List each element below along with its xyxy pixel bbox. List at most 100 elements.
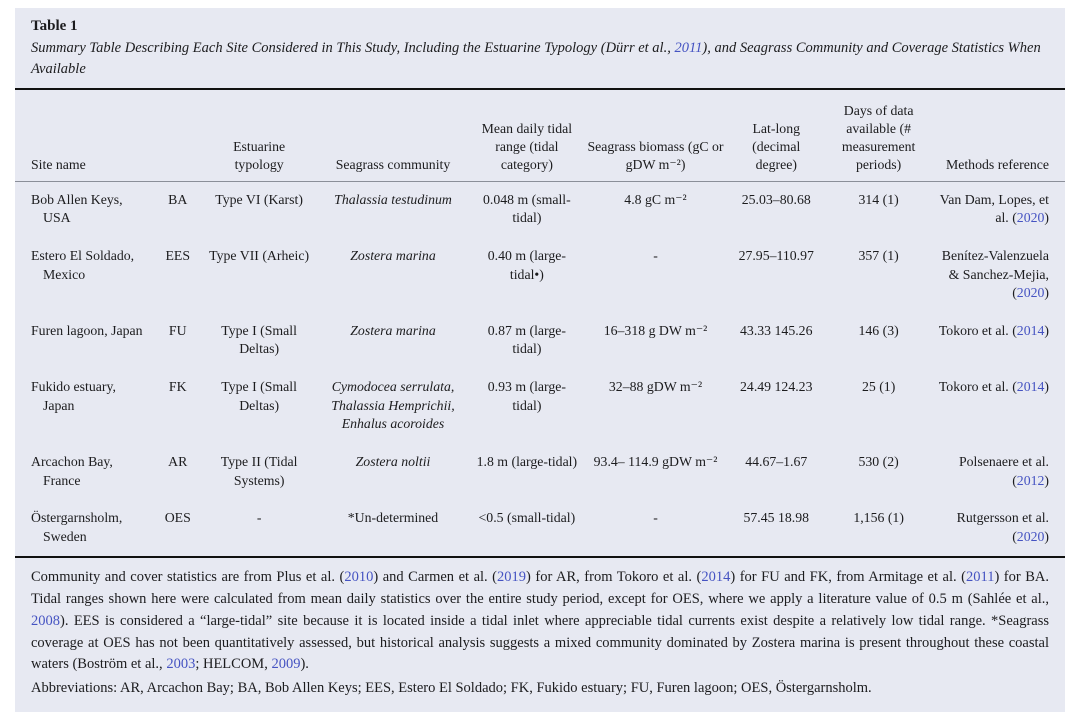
table-row: Furen lagoon, Japan FU Type I (Small Del… xyxy=(15,313,1065,369)
footnote-segment: ). EES is considered a “large-tidal” sit… xyxy=(31,612,1049,673)
footnote-citation-link[interactable]: 2019 xyxy=(497,569,527,586)
reference-text: Tokoro et al. ( xyxy=(938,322,1017,338)
cell-latlong: 27.95–110.97 xyxy=(738,247,814,263)
footnote-segment: ) for AR, from Tokoro et al. ( xyxy=(526,569,702,586)
cell-typology: Type II (Tidal Systems) xyxy=(220,453,298,488)
header-site-name: Site name xyxy=(15,90,152,182)
footnote-segment: ; HELCOM, xyxy=(195,656,272,673)
cell-community: Zostera marina xyxy=(350,247,436,263)
reference-year-link[interactable]: 2014 xyxy=(1016,379,1045,395)
cell-site-name: Östergarnsholm, Sweden xyxy=(31,510,123,544)
cell-latlong: 43.33 145.26 xyxy=(740,322,813,338)
footnote-citation-link[interactable]: 2014 xyxy=(701,569,731,586)
cell-abbr: FU xyxy=(168,322,187,338)
table-row: Fukido estuary, Japan FK Type I (Small D… xyxy=(15,369,1065,444)
reference-year-link[interactable]: 2020 xyxy=(1016,528,1045,544)
cell-abbr: OES xyxy=(164,510,191,526)
cell-reference: Rutgersson et al. (2020) xyxy=(934,500,1065,556)
cell-site-name: Bob Allen Keys, USA xyxy=(31,191,123,226)
reference-text-post: ) xyxy=(1044,472,1049,488)
footnote-citation-link[interactable]: 2008 xyxy=(31,612,60,629)
cell-reference: Benítez-Valenzuela & Sanchez-Mejia, (202… xyxy=(934,238,1065,313)
table-row: Arcachon Bay, France AR Type II (Tidal S… xyxy=(15,444,1065,500)
cell-days: 25 (1) xyxy=(861,379,896,395)
cell-site-name: Fukido estuary, Japan xyxy=(31,379,116,413)
table-row: Östergarnsholm, Sweden OES - *Un-determi… xyxy=(15,500,1065,556)
reference-text: Van Dam, Lopes, et al. ( xyxy=(939,191,1049,226)
cell-typology: Type I (Small Deltas) xyxy=(221,379,297,413)
footnote-text: Community and cover statistics are from … xyxy=(31,567,1049,676)
header-estuarine-typology: Estuarine typology xyxy=(204,90,315,182)
reference-year-link[interactable]: 2012 xyxy=(1016,472,1045,488)
cell-days: 146 (3) xyxy=(858,322,899,338)
reference-year-link[interactable]: 2020 xyxy=(1016,210,1045,226)
header-methods-reference: Methods reference xyxy=(933,90,1065,182)
header-seagrass-biomass: Seagrass biomass (gC or gDW m⁻²) xyxy=(582,90,729,182)
cell-community: Thalassia testudinum xyxy=(334,191,452,207)
footnote-segment: ) for FU and FK, from Armitage et al. ( xyxy=(730,569,966,586)
header-days-of-data: Days of data available (# measurement pe… xyxy=(823,90,934,182)
reference-text-post: ) xyxy=(1044,528,1049,544)
summary-table: Site name Estuarine typology Seagrass co… xyxy=(15,90,1065,556)
cell-biomass: - xyxy=(653,247,658,263)
cell-biomass: 16–318 g DW m⁻² xyxy=(603,322,708,338)
reference-text: Benítez-Valenzuela & Sanchez-Mejia, ( xyxy=(941,247,1049,301)
caption-block: Table 1 Summary Table Describing Each Si… xyxy=(15,8,1065,91)
cell-latlong: 44.67–1.67 xyxy=(745,453,808,469)
cell-community: Zostera noltii xyxy=(355,453,431,469)
cell-site-name: Arcachon Bay, France xyxy=(31,453,113,488)
reference-year-link[interactable]: 2020 xyxy=(1016,285,1045,301)
cell-abbr: EES xyxy=(165,247,191,263)
header-row: Site name Estuarine typology Seagrass co… xyxy=(15,90,1065,182)
table-caption: Summary Table Describing Each Site Consi… xyxy=(31,38,1049,80)
reference-text-post: ) xyxy=(1044,322,1049,338)
reference-text-post: ) xyxy=(1044,379,1049,395)
reference-text-post: ) xyxy=(1044,285,1049,301)
cell-reference: Tokoro et al. (2014) xyxy=(934,369,1065,444)
footnote-citation-link[interactable]: 2010 xyxy=(344,569,374,586)
caption-citation-link[interactable]: 2011 xyxy=(674,40,703,56)
cell-abbr: AR xyxy=(168,453,188,469)
footnote-segment: ) for BA. Tidal ranges shown here were c… xyxy=(31,569,1050,608)
cell-biomass: 93.4– 114.9 gDW m⁻² xyxy=(593,453,718,469)
reference-text-post: ) xyxy=(1044,210,1049,226)
abbreviations-text: Abbreviations: AR, Arcachon Bay; BA, Bob… xyxy=(31,680,872,697)
footnote-segment: ). xyxy=(300,656,309,673)
cell-site-name: Estero El Soldado, Mexico xyxy=(31,247,135,282)
cell-abbr: BA xyxy=(168,191,188,207)
cell-reference: Tokoro et al. (2014) xyxy=(934,313,1065,369)
footnote-segment: Community and cover statistics are from … xyxy=(31,569,345,586)
reference-year-link[interactable]: 2014 xyxy=(1016,322,1045,338)
header-tidal-range: Mean daily tidal range (tidal category) xyxy=(471,90,582,182)
table-row: Bob Allen Keys, USA BA Type VI (Karst) T… xyxy=(15,181,1065,238)
table-number-label: Table 1 xyxy=(31,18,78,34)
cell-typology: Type VII (Arheic) xyxy=(209,247,310,263)
reference-text: Tokoro et al. ( xyxy=(938,379,1017,395)
footnote-citation-link[interactable]: 2009 xyxy=(271,656,301,673)
footnote-segment: ) and Carmen et al. ( xyxy=(373,569,498,586)
table-row: Estero El Soldado, Mexico EES Type VII (… xyxy=(15,238,1065,313)
reference-text: Polsenaere et al. ( xyxy=(958,453,1049,488)
cell-community: *Un-determined xyxy=(347,510,439,526)
cell-typology: - xyxy=(256,510,262,526)
cell-community: Cymodocea serrulata, Thalassia Hemprichi… xyxy=(331,379,455,432)
caption-text-pre: Summary Table Describing Each Site Consi… xyxy=(31,40,675,56)
footnote-citation-link[interactable]: 2003 xyxy=(166,656,196,673)
cell-tidal: 0.40 m (large-tidal•) xyxy=(487,247,567,282)
reference-text: Rutgersson et al. ( xyxy=(956,510,1049,544)
cell-days: 357 (1) xyxy=(858,247,899,263)
cell-reference: Polsenaere et al. (2012) xyxy=(934,444,1065,500)
header-seagrass-community: Seagrass community xyxy=(314,90,472,182)
cell-tidal: 0.93 m (large-tidal) xyxy=(487,379,567,413)
footnotes-block: Community and cover statistics are from … xyxy=(15,556,1065,712)
cell-community: Zostera marina xyxy=(350,322,436,338)
cell-tidal: <0.5 (small-tidal) xyxy=(478,510,576,526)
cell-typology: Type I (Small Deltas) xyxy=(221,322,297,357)
cell-tidal: 0.048 m (small-tidal) xyxy=(482,191,571,226)
cell-latlong: 25.03–80.68 xyxy=(741,191,811,207)
cell-site-name: Furen lagoon, Japan xyxy=(31,322,143,338)
cell-biomass: 32–88 gDW m⁻² xyxy=(608,379,703,395)
cell-biomass: - xyxy=(653,510,658,526)
footnote-citation-link[interactable]: 2011 xyxy=(965,569,995,586)
cell-days: 1,156 (1) xyxy=(853,510,904,526)
